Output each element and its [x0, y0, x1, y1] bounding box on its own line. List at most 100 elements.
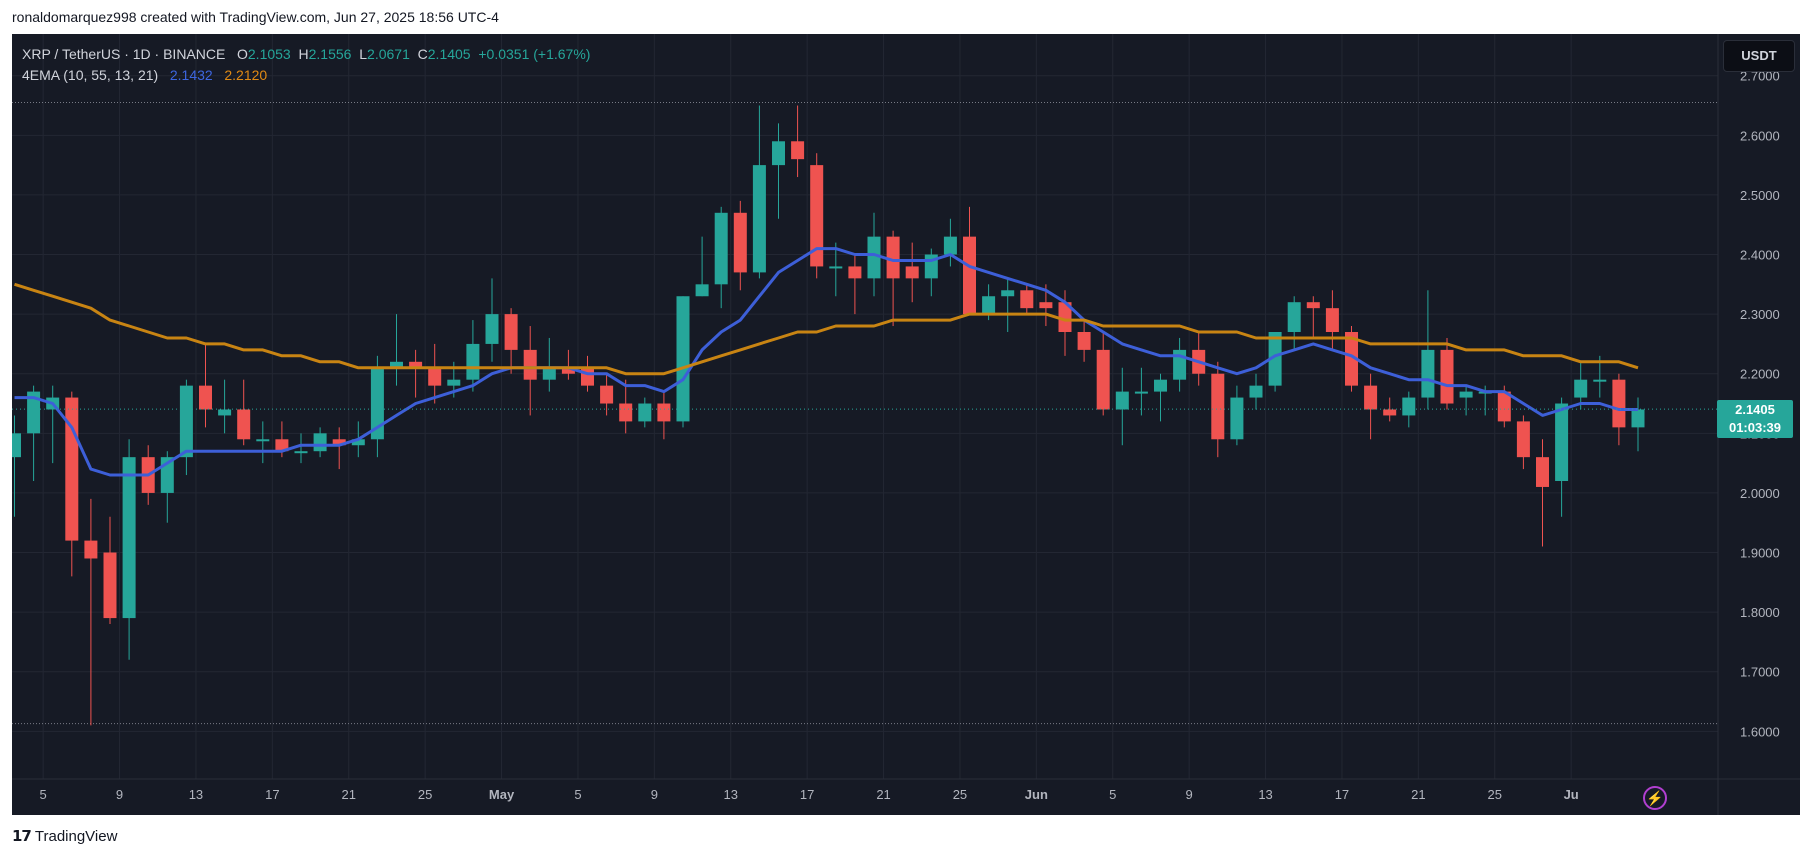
x-tick-label: 13	[724, 787, 738, 802]
candle-body	[1230, 397, 1244, 440]
candle-body	[1249, 385, 1263, 398]
candle-body	[1364, 385, 1378, 410]
candle-body	[370, 367, 384, 440]
lightning-icon[interactable]: ⚡	[1643, 786, 1667, 810]
candle-body	[561, 367, 575, 374]
candle-body	[886, 236, 900, 279]
legend-change: +0.0351 (+1.67%)	[478, 46, 591, 62]
candle-body	[1516, 421, 1530, 458]
candle-body	[733, 212, 747, 273]
candle-body	[1459, 391, 1473, 398]
candle-body	[466, 343, 480, 380]
x-tick-label: 21	[876, 787, 890, 802]
candle-body	[867, 236, 881, 279]
candle-body	[179, 385, 193, 458]
ema-lines	[14, 247, 1639, 477]
candle-body	[1383, 409, 1397, 416]
candle-body	[695, 284, 709, 297]
candle-body	[848, 266, 862, 279]
candle-body	[237, 409, 251, 440]
y-tick-label: 2.3000	[1740, 307, 1780, 322]
ema-slow-line	[14, 282, 1639, 376]
candle-body	[791, 141, 805, 160]
candle-body	[84, 540, 98, 559]
candle-body	[218, 409, 232, 416]
candle-body	[1001, 290, 1015, 297]
legend-open-label: O	[237, 46, 248, 62]
chart-panel[interactable]: 2.7000 2.6000 2.5000 2.4000 2.3000 2.2000 2.10…	[12, 34, 1800, 815]
y-tick-label: 2.0000	[1740, 486, 1780, 501]
candle-body	[1268, 332, 1282, 386]
y-tick-label: 2.6000	[1740, 128, 1780, 143]
candle-body	[27, 391, 41, 434]
candle-body	[1421, 349, 1435, 398]
x-tick-label: Jun	[1025, 787, 1048, 802]
candle-body	[1536, 457, 1549, 487]
candle-body	[1402, 397, 1416, 416]
price-chart[interactable]: 2.7000 2.6000 2.5000 2.4000 2.3000 2.2000 2.10…	[12, 34, 1800, 815]
candle-body	[409, 361, 423, 368]
candle-body	[428, 367, 442, 386]
axes: 2.7000 2.6000 2.5000 2.4000 2.3000 2.2000 2.10…	[12, 34, 1800, 815]
candle-body	[1154, 379, 1167, 392]
last-price-tag: 2.1405 01:03:39	[1717, 400, 1793, 438]
candle-body	[1096, 349, 1110, 410]
footer-brand-text: TradingView	[34, 827, 118, 845]
x-tick-label: 17	[1335, 787, 1349, 802]
candle-body	[1631, 409, 1645, 428]
y-tick-label: 2.4000	[1740, 248, 1780, 263]
range-lines	[12, 102, 1718, 725]
candle-body	[1306, 302, 1320, 309]
candle-body	[1497, 391, 1511, 422]
legend-ohlc-row: XRP / TetherUS · 1D · BINANCE O2.1053 H2…	[22, 44, 590, 65]
candle-body	[752, 165, 766, 273]
indicator-name[interactable]: 4EMA (10, 55, 13, 21)	[22, 67, 159, 83]
candle-body	[943, 236, 957, 255]
x-tick-label: 13	[189, 787, 203, 802]
currency-button[interactable]: USDT	[1723, 40, 1795, 72]
candle-body	[714, 212, 728, 285]
x-tick-label: 25	[1488, 787, 1502, 802]
candle-body	[523, 349, 537, 380]
chart-legend: XRP / TetherUS · 1D · BINANCE O2.1053 H2…	[22, 44, 590, 86]
candle-body	[12, 433, 21, 458]
candle-body	[1325, 308, 1339, 332]
legend-indicator-row: 4EMA (10, 55, 13, 21) 2.1432 2.2120	[22, 65, 590, 86]
candle-body	[485, 314, 499, 344]
candle-body	[982, 296, 996, 315]
last-price-value: 2.1405	[1735, 402, 1775, 417]
bar-countdown: 01:03:39	[1728, 420, 1782, 435]
candle-body	[829, 266, 843, 269]
y-tick-label: 2.7000	[1740, 69, 1780, 84]
legend-low-label: L	[359, 46, 368, 62]
candle-body	[103, 552, 117, 619]
candle-body	[1593, 379, 1607, 382]
candle-body	[313, 433, 327, 452]
candle-body	[1211, 373, 1225, 440]
x-tick-label: 5	[40, 787, 47, 802]
candle-body	[619, 403, 633, 422]
candle-body	[504, 314, 518, 350]
y-tick-label: 1.6000	[1740, 724, 1780, 739]
x-tick-label: 9	[116, 787, 123, 802]
x-tick-label: May	[489, 787, 515, 802]
footer-brand[interactable]: 𝟭𝟳 TradingView	[12, 827, 118, 846]
x-tick-label: Ju	[1564, 787, 1579, 802]
legend-symbol[interactable]: XRP / TetherUS · 1D · BINANCE	[22, 46, 226, 62]
tradingview-logo-icon: 𝟭𝟳	[12, 828, 32, 845]
candle-body	[1020, 290, 1034, 309]
candle-body	[332, 439, 346, 446]
candles	[12, 105, 1645, 726]
x-tick-label: 25	[418, 787, 432, 802]
candle-body	[1058, 302, 1072, 332]
legend-high-label: H	[298, 46, 309, 62]
candle-body	[638, 403, 652, 422]
y-tick-label: 2.2000	[1740, 367, 1780, 382]
x-tick-label: 21	[342, 787, 356, 802]
x-tick-label: 13	[1258, 787, 1272, 802]
grid	[12, 34, 1718, 779]
candle-body	[199, 385, 212, 410]
candle-body	[772, 141, 785, 166]
candle-body	[600, 385, 614, 404]
candle-body	[256, 439, 270, 442]
